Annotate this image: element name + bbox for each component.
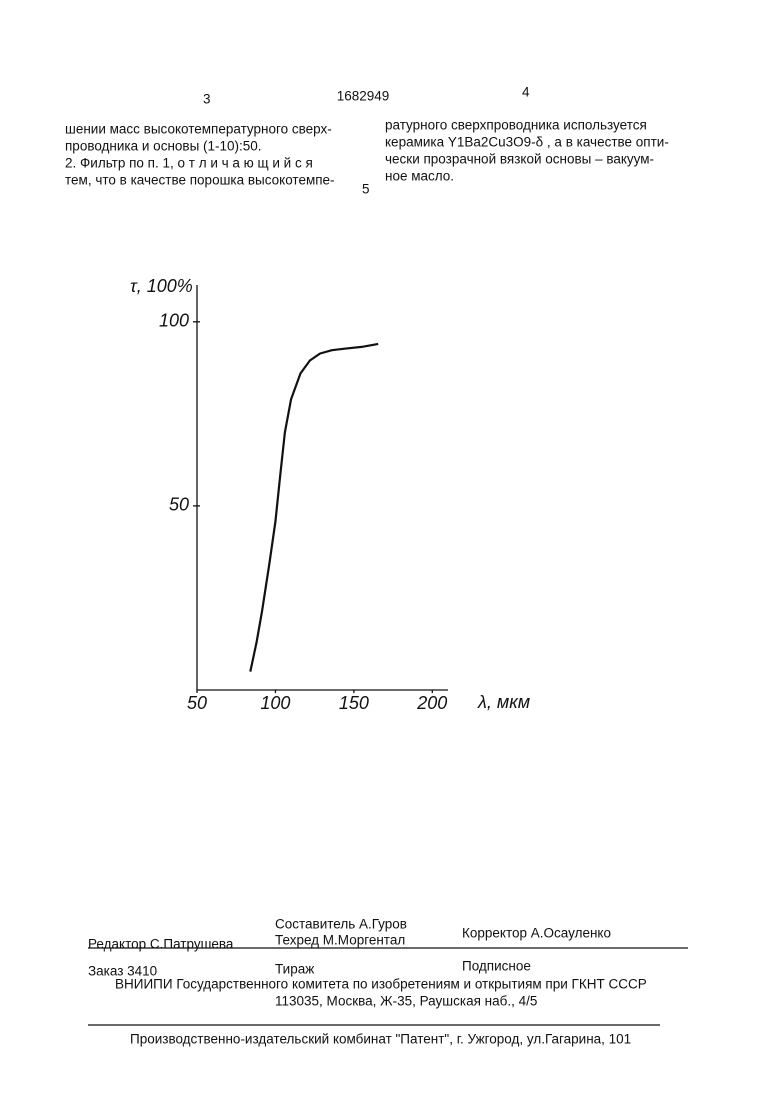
text-line: ное масло.: [385, 169, 454, 184]
x-tick-label: 200: [416, 693, 447, 713]
line-number: 5: [362, 182, 370, 197]
editor: Редактор С.Патрушева: [88, 937, 234, 952]
page-number: 4: [522, 85, 530, 100]
y-tick-label: 50: [169, 495, 189, 515]
proofreader: Корректор А.Осауленко: [462, 926, 611, 941]
text-line: шении масс высокотемпературного сверх-: [65, 122, 332, 137]
text-line: керамика Y1Ba2Cu3O9-δ , а в качестве опт…: [385, 135, 669, 150]
curve: [250, 344, 378, 672]
text-line: 2. Фильтр по п. 1, о т л и ч а ю щ и й с…: [65, 156, 313, 171]
page-number: 3: [203, 92, 211, 107]
circulation: Тираж: [275, 962, 314, 977]
institute: ВНИИПИ Государственного комитета по изоб…: [115, 977, 647, 992]
techeditor: Техред М.Моргентал: [275, 933, 405, 948]
compiler: Составитель А.Гуров: [275, 917, 407, 932]
x-tick-label: 50: [187, 693, 207, 713]
patent-number: 1682949: [337, 89, 390, 104]
x-axis-label: λ, мкм: [477, 692, 530, 712]
x-tick-label: 100: [260, 693, 290, 713]
address: 113035, Москва, Ж-35, Раушская наб., 4/5: [275, 994, 537, 1009]
text-line: ратурного сверхпроводника используется: [385, 118, 647, 133]
y-axis-label: τ, 100%: [130, 276, 193, 296]
x-tick-label: 150: [339, 693, 369, 713]
y-tick-label: 100: [159, 311, 189, 331]
text-line: чески прозрачной вязкой основы – вакуум-: [385, 152, 654, 167]
subscription: Подписное: [462, 959, 531, 974]
publisher: Производственно-издательский комбинат "П…: [130, 1032, 631, 1047]
text-line: тем, что в качестве порошка высокотемпе-: [65, 173, 335, 188]
text-line: проводника и основы (1-10):50.: [65, 139, 262, 154]
